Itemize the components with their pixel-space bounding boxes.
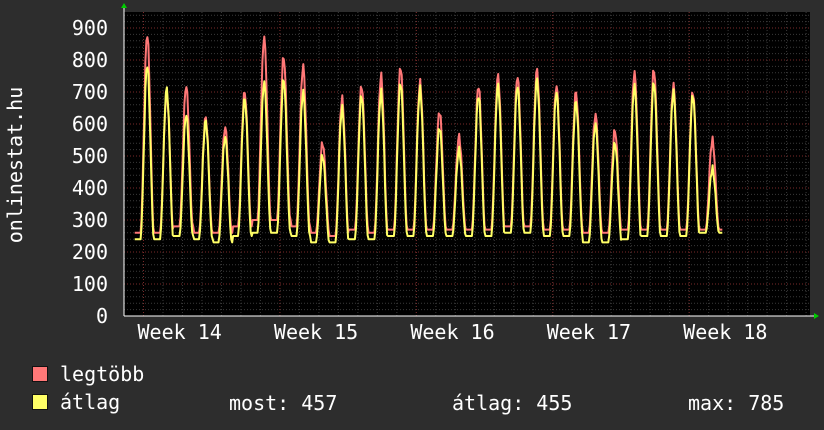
series-line-avg [134,66,723,244]
x-tick-label: Week 15 [274,320,358,344]
y-axis-arrow [121,3,127,8]
y-tick-label: 0 [96,304,108,328]
stat-maximum-label: max: [688,391,737,415]
stat-average: átlag: 455 [452,391,572,415]
y-tick-label: 400 [72,176,108,200]
y-tick-label: 500 [72,144,108,168]
y-axis-label: onlinestat.hu [3,87,27,244]
legend-label-max: legtöbb [60,362,145,386]
x-tick-label: Week 17 [547,320,631,344]
y-tick-label: 100 [72,272,108,296]
y-tick-label: 700 [72,80,108,104]
legend-swatch-avg [32,394,48,410]
stat-current: most: 457 [229,391,337,415]
legend-swatch-max [32,366,48,382]
legend-row-max: legtöbb [32,362,145,386]
stat-maximum: max: 785 [688,391,784,415]
x-tick-label: Week 16 [410,320,494,344]
y-tick-label: 900 [72,16,108,40]
legend-label-avg: átlag [60,390,121,414]
stat-maximum-value: 785 [748,391,785,415]
series-line-max [134,35,723,237]
y-tick-label: 600 [72,112,108,136]
legend-row-avg: átlag most: 457 átlag: 455 max: 785 [32,390,812,415]
x-tick-label: Week 14 [137,320,221,344]
y-tick-label: 300 [72,208,108,232]
y-tick-label: 200 [72,240,108,264]
stat-current-value: 457 [301,391,338,415]
x-tick-label: Week 18 [683,320,767,344]
x-axis-arrow [814,313,819,319]
stat-current-label: most: [229,391,290,415]
stat-average-value: 455 [536,391,573,415]
stat-average-label: átlag: [452,391,525,415]
y-tick-label: 800 [72,48,108,72]
